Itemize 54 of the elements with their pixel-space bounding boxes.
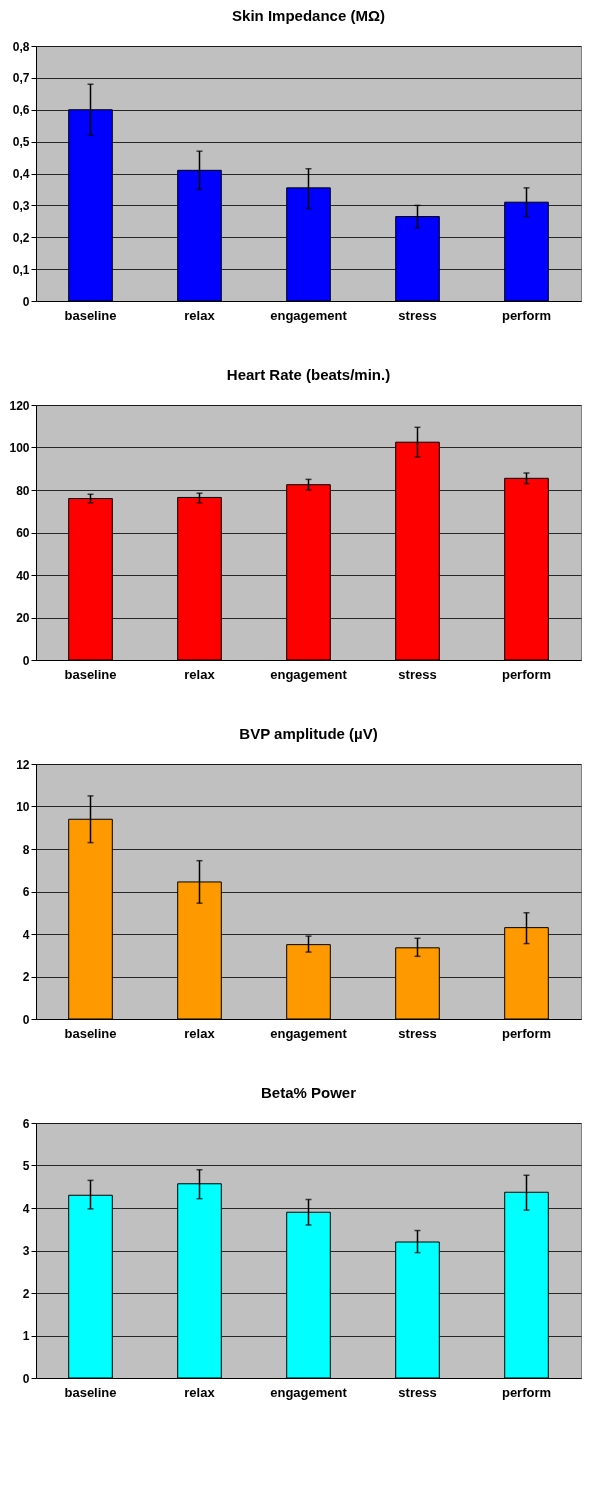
x-tick-label: stress bbox=[398, 1025, 437, 1041]
x-tick-label: baseline bbox=[64, 1384, 117, 1400]
y-tick-label: 20 bbox=[16, 611, 30, 625]
x-tick-label: baseline bbox=[64, 307, 117, 323]
y-tick-label: 80 bbox=[16, 483, 30, 498]
y-tick-label: 8 bbox=[22, 842, 30, 857]
y-tick-label: 0,1 bbox=[12, 262, 30, 277]
x-tick-label: engagement bbox=[270, 1384, 348, 1400]
y-tick-label: 0,2 bbox=[12, 230, 30, 245]
x-tick-label: engagement bbox=[270, 666, 348, 682]
x-tick-label: baseline bbox=[64, 1025, 117, 1041]
y-tick-label: 0,5 bbox=[12, 135, 30, 150]
y-tick-label: 1 bbox=[22, 1329, 30, 1343]
chart-title: Heart Rate (beats/min.) bbox=[226, 366, 391, 383]
y-tick-label: 3 bbox=[22, 1244, 30, 1258]
y-tick-label: 0,6 bbox=[12, 103, 30, 118]
x-tick-label: relax bbox=[184, 1384, 216, 1400]
x-tick-label: relax bbox=[184, 666, 216, 682]
y-tick-label: 0,3 bbox=[12, 198, 30, 213]
x-tick-label: stress bbox=[398, 307, 437, 323]
y-tick-label: 0 bbox=[22, 653, 30, 668]
y-tick-label: 0,8 bbox=[12, 39, 30, 54]
y-tick-label: 40 bbox=[16, 568, 30, 583]
x-tick-label: baseline bbox=[64, 666, 117, 682]
chart-title: Skin Impedance (MΩ) bbox=[232, 7, 385, 24]
y-tick-label: 12 bbox=[16, 757, 30, 772]
y-tick-label: 0,7 bbox=[12, 71, 30, 86]
y-tick-label: 2 bbox=[22, 970, 30, 984]
x-tick-label: relax bbox=[184, 1025, 216, 1041]
y-tick-label: 6 bbox=[22, 1116, 30, 1131]
x-tick-label: perform bbox=[501, 1384, 552, 1400]
y-tick-label: 0 bbox=[22, 1012, 30, 1027]
x-tick-label: relax bbox=[184, 307, 216, 323]
y-tick-label: 60 bbox=[16, 526, 30, 540]
x-tick-label: perform bbox=[501, 1025, 552, 1041]
y-tick-label: 10 bbox=[16, 800, 30, 814]
y-tick-label: 5 bbox=[22, 1159, 30, 1173]
x-tick-label: engagement bbox=[270, 1025, 348, 1041]
y-tick-label: 4 bbox=[22, 927, 30, 942]
x-tick-label: engagement bbox=[270, 307, 348, 323]
y-tick-label: 2 bbox=[22, 1286, 30, 1301]
chart-title: Beta% Power bbox=[260, 1084, 357, 1101]
y-tick-label: 4 bbox=[22, 1201, 30, 1216]
chart-title: BVP amplitude (µV) bbox=[239, 725, 378, 742]
x-tick-label: stress bbox=[398, 1384, 437, 1400]
y-tick-label: 100 bbox=[9, 441, 30, 455]
y-tick-label: 6 bbox=[22, 885, 30, 899]
y-tick-label: 0 bbox=[22, 1371, 30, 1386]
y-tick-label: 120 bbox=[9, 398, 30, 413]
y-tick-label: 0 bbox=[22, 294, 30, 309]
x-tick-label: perform bbox=[501, 307, 552, 323]
x-tick-label: stress bbox=[398, 666, 437, 682]
y-tick-label: 0,4 bbox=[12, 167, 30, 181]
x-tick-label: perform bbox=[501, 666, 552, 682]
